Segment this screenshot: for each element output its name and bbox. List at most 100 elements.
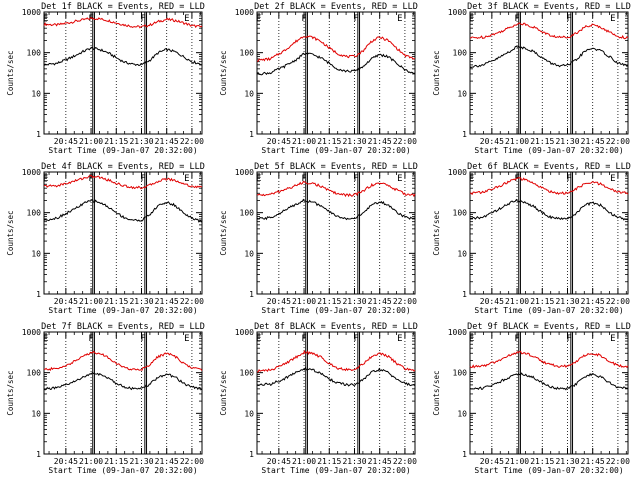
lld-series-line xyxy=(256,180,416,198)
marker-label: F xyxy=(140,334,145,344)
marker-label: F xyxy=(566,14,571,24)
x-tick-label: 21:00 xyxy=(505,297,529,306)
lld-series-line xyxy=(43,17,203,29)
x-tick-label: 21:45 xyxy=(581,457,605,466)
y-axis-label: Counts/sec xyxy=(432,210,441,255)
x-tick-label: 21:45 xyxy=(155,457,179,466)
x-tick-label: 22:00 xyxy=(180,137,204,146)
y-tick-label: 10 xyxy=(457,89,467,98)
y-axis-label: Counts/sec xyxy=(6,370,15,415)
y-tick-label: 1000 xyxy=(22,8,41,17)
y-tick-label: 1 xyxy=(462,290,467,299)
x-tick-label: 22:00 xyxy=(393,457,417,466)
detector-panel: Det 2f BLACK = Events, RED = LLD 1 10 100 10… xyxy=(219,2,418,155)
x-tick-label: 21:45 xyxy=(581,137,605,146)
y-tick-label: 10 xyxy=(457,409,467,418)
y-tick-label: 10 xyxy=(457,249,467,258)
x-tick-label: 20:45 xyxy=(480,457,504,466)
x-tick-label: 21:45 xyxy=(368,137,392,146)
y-tick-label: 10 xyxy=(244,249,254,258)
detector-panel: Det 3f BLACK = Events, RED = LLD 1 10 100 10… xyxy=(432,2,631,155)
x-axis-label: Start Time (09-Jan-07 20:32:00) xyxy=(48,306,197,315)
y-tick-label: 1000 xyxy=(448,168,467,177)
x-tick-label: 21:15 xyxy=(104,457,128,466)
x-tick-label: 21:15 xyxy=(530,457,554,466)
marker-label: F xyxy=(301,14,306,24)
y-tick-label: 100 xyxy=(240,369,255,378)
lld-series-line xyxy=(256,35,415,62)
y-tick-label: 100 xyxy=(240,209,255,218)
marker-label: F xyxy=(514,14,519,24)
lld-series-line xyxy=(469,22,629,40)
x-tick-label: 22:00 xyxy=(180,457,204,466)
panel-title: Det 4f BLACK = Events, RED = LLD xyxy=(41,162,205,172)
panel-title: Det 7f BLACK = Events, RED = LLD xyxy=(41,322,205,332)
x-axis-label: Start Time (09-Jan-07 20:32:00) xyxy=(261,306,410,315)
y-axis-label: Counts/sec xyxy=(219,50,228,95)
x-axis-label: Start Time (09-Jan-07 20:32:00) xyxy=(261,146,410,155)
x-tick-label: 20:45 xyxy=(54,457,78,466)
marker-label: E xyxy=(256,334,261,344)
x-tick-label: 20:45 xyxy=(267,457,291,466)
marker-label: F xyxy=(566,174,571,184)
marker-label: F xyxy=(140,14,145,24)
marker-label: F xyxy=(301,334,306,344)
plot-frame xyxy=(43,331,203,455)
y-axis-label: Counts/sec xyxy=(432,50,441,95)
y-tick-label: 1 xyxy=(249,450,254,459)
y-tick-label: 1 xyxy=(36,130,41,139)
events-series-line xyxy=(256,52,416,76)
marker-label: E xyxy=(43,174,48,184)
marker-label: E xyxy=(610,174,615,184)
x-axis-label: Start Time (09-Jan-07 20:32:00) xyxy=(261,466,410,475)
y-tick-label: 1 xyxy=(249,130,254,139)
lld-series-line xyxy=(256,349,416,373)
y-tick-label: 1000 xyxy=(235,8,254,17)
events-series-line xyxy=(469,198,629,221)
x-tick-label: 21:45 xyxy=(155,297,179,306)
detector-panel: Det 1f BLACK = Events, RED = LLD 1 10 100 10… xyxy=(6,2,205,155)
y-tick-label: 100 xyxy=(27,209,42,218)
marker-label: E xyxy=(397,334,402,344)
events-series-line xyxy=(469,45,629,69)
marker-label: F xyxy=(353,334,358,344)
events-series-line xyxy=(256,198,416,221)
y-tick-label: 1 xyxy=(462,450,467,459)
lld-series-line xyxy=(469,350,629,369)
panel-title: Det 3f BLACK = Events, RED = LLD xyxy=(467,2,631,12)
x-tick-label: 22:00 xyxy=(606,457,630,466)
x-tick-label: 20:45 xyxy=(267,137,291,146)
y-tick-label: 100 xyxy=(453,369,468,378)
panel-title: Det 8f BLACK = Events, RED = LLD xyxy=(254,322,418,332)
marker-label: E xyxy=(469,334,474,344)
panel-title: Det 1f BLACK = Events, RED = LLD xyxy=(41,2,205,12)
x-tick-label: 22:00 xyxy=(393,297,417,306)
y-tick-label: 10 xyxy=(31,249,41,258)
plot-frame xyxy=(256,171,416,295)
y-axis-label: Counts/sec xyxy=(219,370,228,415)
x-tick-label: 21:15 xyxy=(317,457,341,466)
y-tick-label: 1000 xyxy=(235,168,254,177)
x-tick-label: 21:00 xyxy=(292,457,316,466)
detector-panel: Det 9f BLACK = Events, RED = LLD 1 10 100 10… xyxy=(432,322,631,475)
x-tick-label: 20:45 xyxy=(480,137,504,146)
y-tick-label: 1 xyxy=(462,130,467,139)
x-tick-label: 22:00 xyxy=(180,297,204,306)
events-series-line xyxy=(43,371,203,391)
x-axis-label: Start Time (09-Jan-07 20:32:00) xyxy=(48,146,197,155)
x-tick-label: 21:15 xyxy=(104,297,128,306)
x-tick-label: 21:30 xyxy=(555,137,579,146)
marker-label: E xyxy=(469,174,474,184)
lld-series-line xyxy=(469,177,629,196)
marker-label: E xyxy=(397,174,402,184)
y-tick-label: 1000 xyxy=(448,8,467,17)
x-tick-label: 21:30 xyxy=(342,457,366,466)
x-tick-label: 21:00 xyxy=(79,137,103,146)
marker-label: F xyxy=(566,334,571,344)
x-tick-label: 21:30 xyxy=(342,297,366,306)
marker-label: F xyxy=(140,174,145,184)
x-tick-label: 22:00 xyxy=(606,297,630,306)
plot-frame xyxy=(256,11,416,135)
marker-label: E xyxy=(256,174,261,184)
